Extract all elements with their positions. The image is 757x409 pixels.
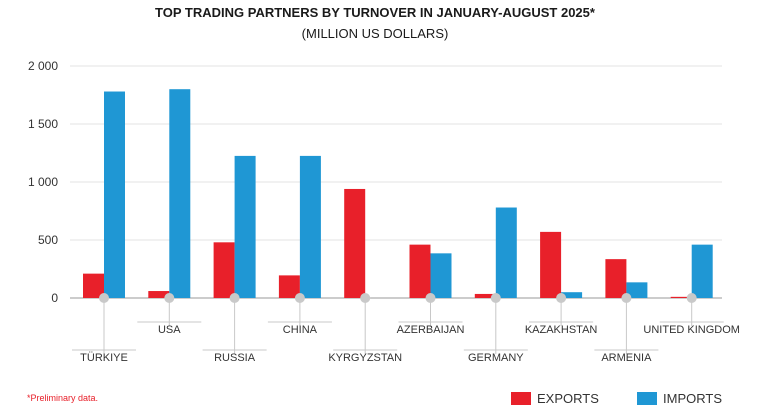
bar-exports-4 [344,188,366,298]
category-marker [294,293,305,303]
category-marker [621,293,632,303]
y-tick-label: 2 000 [28,59,58,73]
category-marker [229,293,240,303]
category-marker [490,293,501,303]
bar-imports-3 [299,155,321,298]
bar-exports-6 [474,293,496,298]
legend-swatch-exports [511,392,531,405]
bar-exports-3 [278,275,300,298]
y-tick-label: 0 [51,291,58,305]
bar-exports-5 [409,244,431,298]
bar-exports-7 [540,231,562,298]
y-tick-label: 1 500 [28,117,58,131]
x-tick-label: KYRGYZSTAN [328,352,402,364]
bars [83,89,713,299]
bar-exports-8 [605,259,627,298]
x-tick-label: KAZAKHSTAN [525,324,598,336]
category-marker [360,293,371,303]
legend: EXPORTS IMPORTS [511,391,722,406]
legend-label-imports: IMPORTS [663,391,722,406]
y-axis: 0 500 1 000 1 500 2 000 [28,59,58,305]
y-tick-label: 1 000 [28,175,58,189]
x-axis-labels: TÜRKIYE USA RUSSIA CHINA KYRGYZSTAN AZERBAIJA… [72,293,740,364]
x-tick-label: GERMANY [468,352,524,364]
y-tick-label: 500 [38,233,58,247]
footnote: *Preliminary data. [27,393,98,403]
bar-imports-1 [169,89,191,298]
x-tick-label: ARMENIA [601,352,652,364]
bar-imports-7 [561,292,583,298]
bar-exports-1 [148,291,170,298]
bar-exports-2 [213,242,235,298]
legend-swatch-imports [637,392,657,405]
x-tick-label: UNITED KINGDOM [643,324,740,336]
legend-label-exports: EXPORTS [537,391,599,406]
bar-imports-5 [430,253,452,298]
x-tick-label: USA [158,324,181,336]
bar-exports-9 [670,296,692,298]
bar-imports-2 [234,155,256,298]
x-tick-label: TÜRKIYE [80,352,128,364]
chart-title: TOP TRADING PARTNERS BY TURNOVER IN JANU… [155,5,596,20]
category-marker [164,293,175,303]
category-marker [425,293,436,303]
x-tick-label: CHINA [283,324,318,336]
bar-imports-9 [691,244,713,298]
category-marker [556,293,567,303]
bar-imports-6 [495,207,517,298]
bar-exports-0 [83,273,104,298]
category-marker [686,293,697,303]
bar-imports-8 [626,282,648,298]
x-tick-label: RUSSIA [214,352,256,364]
chart-subtitle: (MILLION US DOLLARS) [302,26,449,41]
bar-imports-0 [104,91,125,299]
category-marker [99,293,109,303]
x-tick-label: AZERBAIJAN [397,324,465,336]
